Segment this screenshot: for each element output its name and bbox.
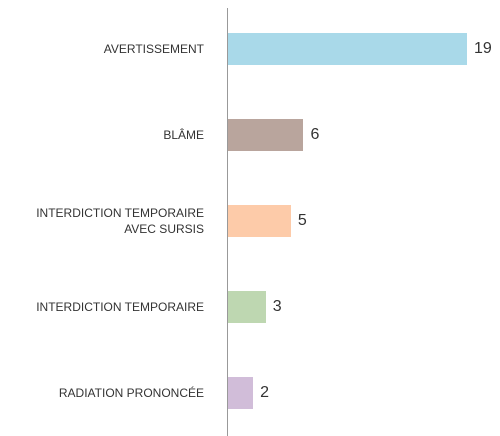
bar bbox=[228, 33, 467, 65]
category-label: RADIATION PRONONCÉE bbox=[58, 386, 204, 400]
category-label: AVERTISSEMENT bbox=[103, 42, 204, 56]
bar bbox=[228, 205, 291, 237]
value-label: 5 bbox=[297, 212, 307, 229]
category-label: INTERDICTION TEMPORAIRE AVEC SURSIS bbox=[36, 206, 204, 236]
category-label: INTERDICTION TEMPORAIRE bbox=[36, 300, 204, 314]
bar bbox=[228, 291, 266, 323]
y-axis-line bbox=[227, 8, 228, 436]
category-label: BLÂME bbox=[163, 128, 204, 142]
bar bbox=[228, 119, 304, 151]
bar bbox=[228, 377, 254, 409]
value-label: 6 bbox=[310, 126, 320, 143]
value-label: 3 bbox=[272, 298, 282, 315]
value-label: 2 bbox=[260, 384, 270, 401]
value-label: 19 bbox=[474, 40, 492, 57]
